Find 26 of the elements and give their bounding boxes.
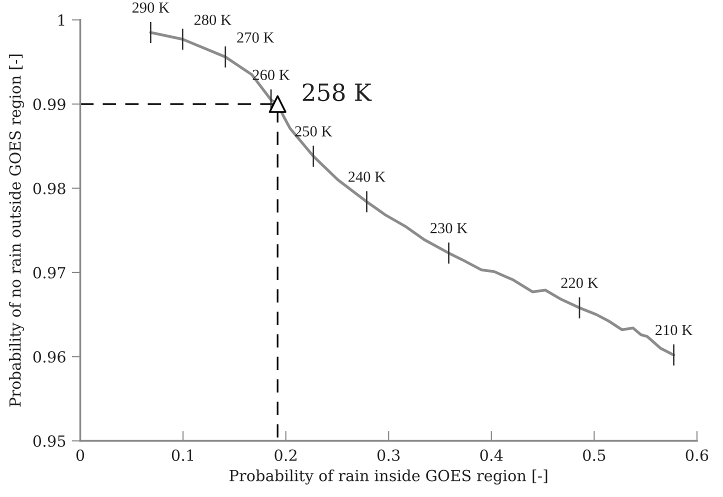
annotation: 250 K — [295, 126, 332, 136]
annotation: 240 K — [348, 172, 386, 182]
y-tick-label: 0.95 — [33, 435, 66, 447]
annotation: 270 K — [237, 32, 274, 43]
x-tick-label: 0 — [76, 449, 84, 461]
x-tick-label: 0.1 — [172, 449, 194, 461]
annotation: 220 K — [561, 278, 598, 288]
y-tick-label: 0.99 — [33, 98, 66, 110]
annotation: 280 K — [194, 14, 232, 26]
annotation: 230 K — [430, 222, 468, 234]
annotation: 258 K — [302, 83, 372, 102]
x-tick-label: 0.4 — [480, 449, 503, 461]
x-tick-label: 0.5 — [583, 449, 606, 461]
y-tick-label: 0.97 — [33, 266, 66, 278]
y-tick-label: 1 — [58, 14, 64, 26]
x-tick-label: 0.6 — [686, 449, 708, 461]
line-series — [149, 31, 676, 356]
y-tick-label: 0.96 — [33, 351, 66, 363]
y-tick-label: 0.98 — [33, 182, 66, 194]
x-tick-label: 0.2 — [274, 449, 296, 461]
x-axis-title: Probability of rain inside GOES region [-] — [230, 470, 548, 485]
annotation: 210 K — [656, 324, 692, 336]
y-axis-title: Probability of no rain outside GOES region [-] — [9, 54, 24, 407]
x-tick-label: 0.3 — [377, 449, 400, 461]
annotation: 290 K — [132, 2, 170, 13]
annotation: 260 K — [252, 70, 290, 80]
